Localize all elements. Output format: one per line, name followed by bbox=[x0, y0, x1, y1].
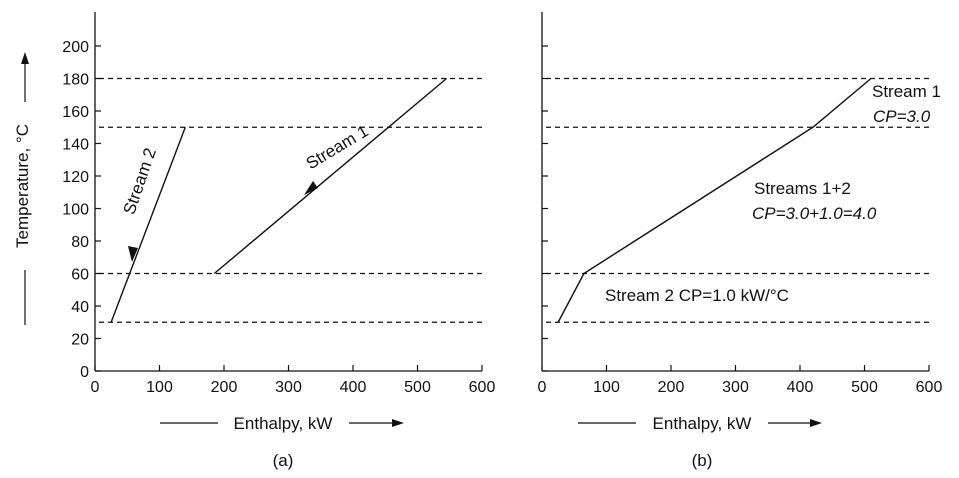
panel-a-ylabel: Temperature, °C bbox=[13, 124, 32, 248]
panel-b-stream1-cp: CP=3.0 bbox=[873, 107, 931, 126]
panel-b-stream1-label: Stream 1 bbox=[872, 82, 941, 101]
panel-b-xtick-label-400: 400 bbox=[787, 379, 814, 396]
panel-a-xtick-label-0: 0 bbox=[91, 379, 100, 396]
panel-a-ytick-label-80: 80 bbox=[71, 234, 89, 251]
panel-b-series-line-1 bbox=[557, 77, 872, 323]
panel-a-series-line-1 bbox=[213, 77, 447, 275]
panel-b-series bbox=[557, 77, 872, 323]
panel-a-x-ticks: 0 100 200 300 400 500 600 bbox=[91, 365, 496, 396]
panel-b-xlabel-arrow bbox=[810, 419, 822, 427]
panel-a-ytick-label-120: 120 bbox=[62, 169, 89, 186]
panel-b-xtick-label-0: 0 bbox=[538, 379, 547, 396]
panel-a-series bbox=[110, 77, 447, 323]
panel-a-xtick-label-300: 300 bbox=[275, 379, 302, 396]
panel-b-reference-lines bbox=[546, 77, 929, 323]
panel-b-x-ticks: 0 100 200 300 400 500 600 bbox=[538, 365, 943, 396]
panel-a-ytick-label-180: 180 bbox=[62, 72, 89, 89]
panel-a-xtick-label-600: 600 bbox=[469, 379, 496, 396]
panel-a-ytick-label-160: 160 bbox=[62, 104, 89, 121]
panel-a-series-line-2 bbox=[110, 127, 186, 323]
panel-a-caption: (a) bbox=[273, 451, 294, 470]
panel-b-xtick-label-100: 100 bbox=[593, 379, 620, 396]
panel-a-xlabel: Enthalpy, kW bbox=[234, 414, 333, 433]
panel-b-xtick-label-300: 300 bbox=[722, 379, 749, 396]
panel-a-ytick-label-0: 0 bbox=[80, 364, 89, 381]
panel-a-y-ticks: 0 20 40 60 80 100 120 140 160 180 200 bbox=[62, 39, 101, 381]
panel-a-ytick-label-60: 60 bbox=[71, 267, 89, 284]
panel-a-stream1-label: Stream 1 bbox=[303, 121, 372, 173]
panel-a-ytick-label-40: 40 bbox=[71, 299, 89, 316]
panel-b-xlabel: Enthalpy, kW bbox=[653, 414, 752, 433]
panel-a-ytick-label-20: 20 bbox=[71, 332, 89, 349]
panel-a-stream2-arrow bbox=[128, 246, 138, 262]
panel-b-combined-cp: CP=3.0+1.0=4.0 bbox=[752, 204, 877, 223]
panel-b-xtick-label-600: 600 bbox=[916, 379, 943, 396]
panel-b-combined-label: Streams 1+2 bbox=[754, 179, 851, 198]
panel-b-xtick-label-500: 500 bbox=[851, 379, 878, 396]
panel-a-reference-lines bbox=[99, 77, 482, 323]
panel-b-caption: (b) bbox=[692, 451, 713, 470]
panel-a-ytick-label-100: 100 bbox=[62, 202, 89, 219]
panel-a-xtick-label-500: 500 bbox=[404, 379, 431, 396]
panel-a-ytick-label-200: 200 bbox=[62, 39, 89, 56]
panel-b: 0 100 200 300 400 500 600 Stream 1 CP=3.0 Stre… bbox=[538, 12, 943, 470]
panel-b-stream2-label: Stream 2 CP=1.0 kW/°C bbox=[605, 286, 789, 305]
panel-b-xtick-label-200: 200 bbox=[658, 379, 685, 396]
panel-a-xtick-label-400: 400 bbox=[340, 379, 367, 396]
panel-a-xtick-label-100: 100 bbox=[146, 379, 173, 396]
panel-a-stream2-label: Stream 2 bbox=[120, 146, 160, 217]
panel-a-xtick-label-200: 200 bbox=[211, 379, 238, 396]
panel-a-ytick-label-140: 140 bbox=[62, 137, 89, 154]
panel-a-stream1-arrow bbox=[304, 181, 318, 195]
panel-a-xlabel-arrow bbox=[392, 419, 404, 427]
panel-a-ylabel-arrow bbox=[21, 52, 29, 64]
panel-a: 0 20 40 60 80 100 120 140 160 180 200 0 100 200 300 40… bbox=[13, 12, 495, 470]
